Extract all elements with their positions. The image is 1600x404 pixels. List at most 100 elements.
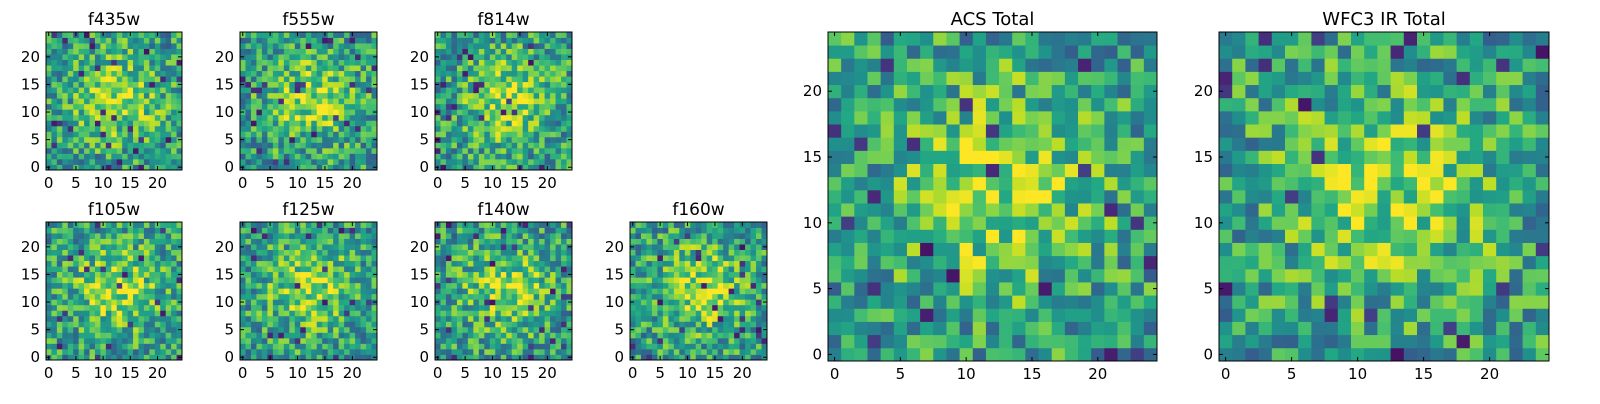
heatmap-cell <box>512 338 518 344</box>
heatmap-cell <box>468 277 474 283</box>
heatmap-cell <box>479 60 485 66</box>
heatmap-cell <box>149 310 155 316</box>
heatmap-cell <box>366 137 372 143</box>
heatmap-cell <box>73 272 79 278</box>
heatmap-cell <box>751 310 757 316</box>
heatmap-cell <box>550 32 556 38</box>
heatmap-cell <box>468 120 474 126</box>
heatmap-cell <box>946 295 960 309</box>
heatmap-cell <box>946 229 960 243</box>
heatmap-cell <box>740 349 746 355</box>
heatmap-cell <box>696 255 702 261</box>
heatmap-cell <box>79 228 85 234</box>
y-tick-label: 0 <box>224 348 234 366</box>
heatmap-cell <box>361 82 367 88</box>
heatmap-cell <box>51 294 57 300</box>
heatmap-cell <box>133 277 139 283</box>
heatmap-cell <box>251 310 257 316</box>
heatmap-cell <box>729 233 735 239</box>
heatmap-cell <box>144 283 150 289</box>
heatmap-cell <box>328 343 334 349</box>
heatmap-cell <box>523 131 529 137</box>
heatmap-cell <box>111 277 117 283</box>
heatmap-cell <box>262 148 268 154</box>
heatmap-cell <box>473 321 479 327</box>
heatmap-cell <box>306 32 312 38</box>
heatmap-cell <box>62 142 68 148</box>
heatmap-cell <box>685 244 691 250</box>
heatmap-cell <box>79 316 85 322</box>
heatmap-cell <box>484 343 490 349</box>
y-tick-label: 20 <box>21 238 40 256</box>
heatmap-cell <box>734 310 740 316</box>
heatmap-cell <box>171 277 177 283</box>
heatmap-cell <box>556 109 562 115</box>
heatmap-cell <box>262 228 268 234</box>
heatmap-cell <box>473 131 479 137</box>
heatmap-cell <box>512 277 518 283</box>
heatmap-cell <box>284 148 290 154</box>
heatmap-cell <box>306 109 312 115</box>
heatmap-cell <box>328 43 334 49</box>
heatmap-cell <box>138 244 144 250</box>
heatmap-cell <box>517 137 523 143</box>
heatmap-cell <box>68 82 74 88</box>
heatmap-cell <box>328 49 334 55</box>
heatmap-cell <box>745 343 751 349</box>
heatmap-cell <box>495 343 501 349</box>
x-tick-label: 20 <box>538 364 557 382</box>
heatmap-cell <box>506 327 512 333</box>
heatmap-cell <box>440 349 446 355</box>
heatmap-cell <box>881 269 895 283</box>
heatmap-cell <box>556 239 562 245</box>
heatmap-cell <box>57 343 63 349</box>
heatmap-cell <box>245 60 251 66</box>
heatmap-cell <box>756 261 762 267</box>
heatmap-cell <box>484 316 490 322</box>
heatmap-cell <box>539 98 545 104</box>
heatmap-cell <box>751 327 757 333</box>
heatmap-cell <box>155 255 161 261</box>
heatmap-cell <box>62 294 68 300</box>
heatmap-cell <box>528 76 534 82</box>
heatmap-cell <box>57 222 63 228</box>
heatmap-cell <box>295 327 301 333</box>
heatmap-cell <box>339 137 345 143</box>
heatmap-cell <box>696 272 702 278</box>
heatmap-cell <box>718 299 724 305</box>
heatmap-cell <box>160 148 166 154</box>
heatmap-cell <box>545 310 551 316</box>
heatmap-cell <box>539 131 545 137</box>
heatmap-cell <box>90 87 96 93</box>
heatmap-cell <box>251 239 257 245</box>
heatmap-cell <box>322 233 328 239</box>
heatmap-cell <box>46 93 52 99</box>
heatmap-cell <box>484 137 490 143</box>
x-tick-label: 0 <box>44 174 54 192</box>
heatmap-cell <box>273 65 279 71</box>
heatmap-cell <box>245 98 251 104</box>
heatmap-cell <box>1012 150 1026 164</box>
heatmap-cell <box>122 60 128 66</box>
heatmap-cell <box>295 288 301 294</box>
heatmap-cell <box>679 288 685 294</box>
heatmap-cell <box>523 126 529 132</box>
heatmap-cell <box>79 310 85 316</box>
heatmap-cell <box>344 82 350 88</box>
heatmap-cell <box>545 87 551 93</box>
heatmap-cell <box>506 261 512 267</box>
heatmap-cell <box>245 109 251 115</box>
heatmap-cell <box>751 244 757 250</box>
heatmap-cell <box>300 283 306 289</box>
heatmap-cell <box>144 148 150 154</box>
heatmap-cell <box>361 272 367 278</box>
heatmap-cell <box>501 153 507 159</box>
heatmap-cell <box>111 244 117 250</box>
heatmap-cell <box>128 87 134 93</box>
heatmap-cell <box>999 229 1013 243</box>
heatmap-cell <box>534 272 540 278</box>
heatmap-cell <box>701 299 707 305</box>
heatmap-cell <box>79 82 85 88</box>
heatmap-cell <box>561 261 567 267</box>
heatmap-cell <box>457 266 463 272</box>
